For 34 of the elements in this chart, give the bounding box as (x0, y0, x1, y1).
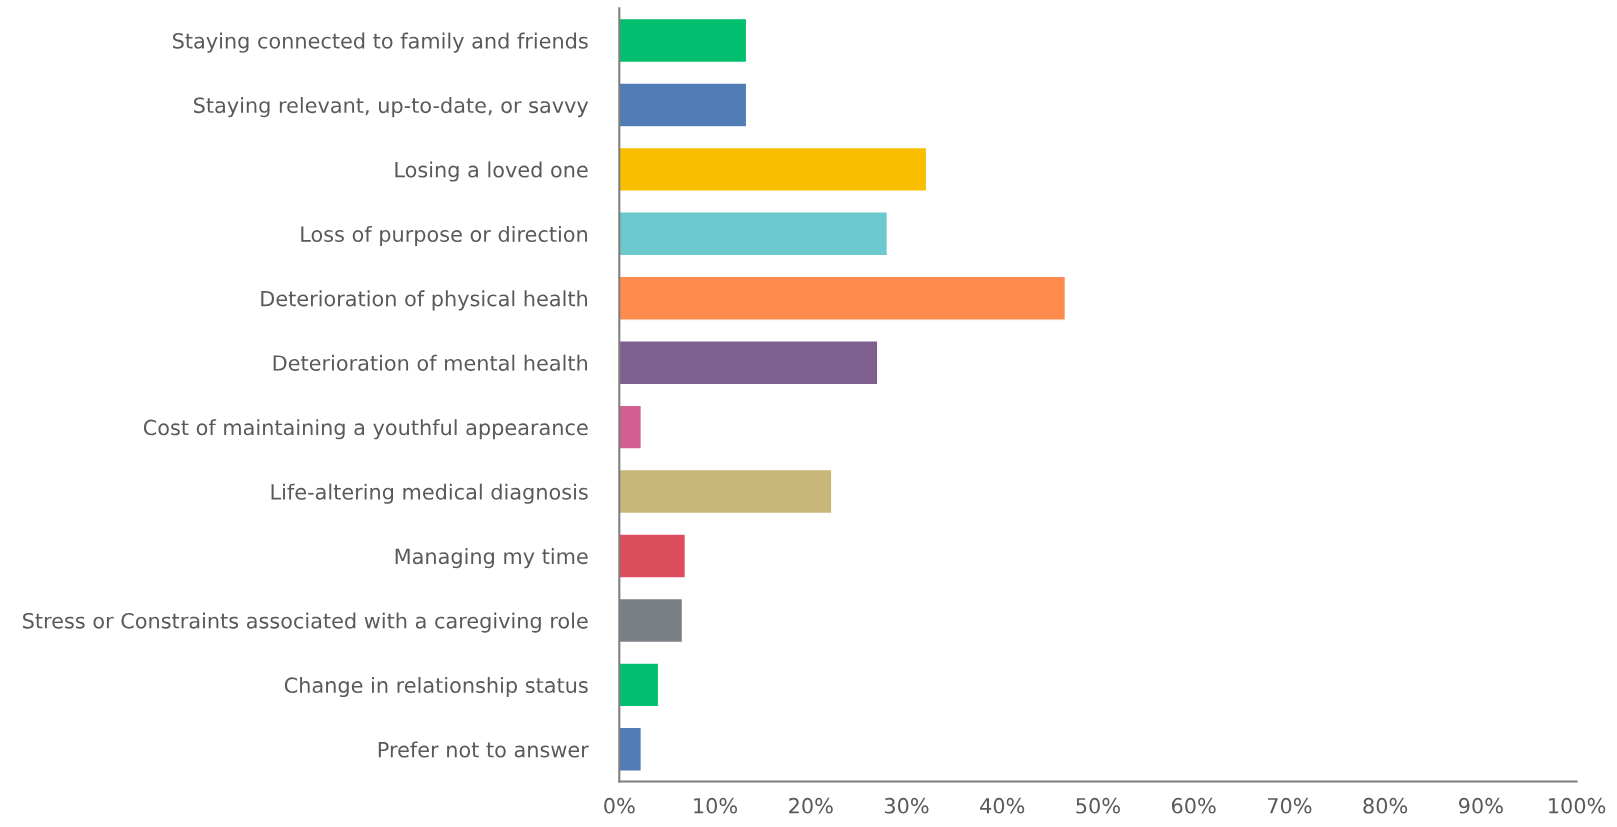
y-tick-label: Prefer not to answer (378, 741, 589, 758)
bar (619, 146, 928, 192)
x-tick-label: 100% (1549, 797, 1606, 814)
y-tick-label: Staying connected to family and friends (173, 32, 588, 53)
bar (619, 662, 660, 708)
bar (619, 211, 889, 257)
y-tick-label: Stress or Constraints associated with a caregiving role (23, 612, 588, 633)
y-tick-label: Managing my time (395, 548, 588, 569)
y-tick-label: Deterioration of physical health (261, 290, 587, 311)
y-tick-label: Staying relevant, up-to-date, or savvy (194, 97, 589, 118)
x-tick-label: 60% (1171, 797, 1216, 814)
x-tick-label: 70% (1267, 797, 1312, 814)
y-tick-label: Losing a loved one (395, 161, 588, 182)
bar (619, 17, 748, 64)
bar (619, 340, 879, 386)
x-tick-label: 90% (1459, 797, 1503, 814)
x-tick-label: 40% (980, 797, 1025, 814)
bar (619, 533, 687, 579)
bar (619, 82, 748, 128)
bar (619, 468, 833, 515)
x-tick-label: 0% (604, 797, 635, 814)
x-tick-label: 10% (694, 797, 738, 814)
x-tick-label: 50% (1076, 797, 1120, 814)
bar (619, 726, 643, 772)
bar (619, 404, 643, 450)
x-tick-label: 30% (884, 797, 929, 814)
x-tick-label: 20% (789, 797, 833, 814)
y-tick-label: Cost of maintaining a youthful appearance (143, 419, 588, 440)
y-tick-label: Change in relationship status (284, 676, 588, 698)
y-tick-label: Deterioration of mental health (273, 354, 587, 371)
y-tick-label: Loss of purpose or direction (301, 225, 587, 247)
y-tick-label: Life-altering medical diagnosis (271, 483, 588, 504)
bar (619, 275, 1067, 321)
x-tick-label: 80% (1363, 797, 1408, 814)
